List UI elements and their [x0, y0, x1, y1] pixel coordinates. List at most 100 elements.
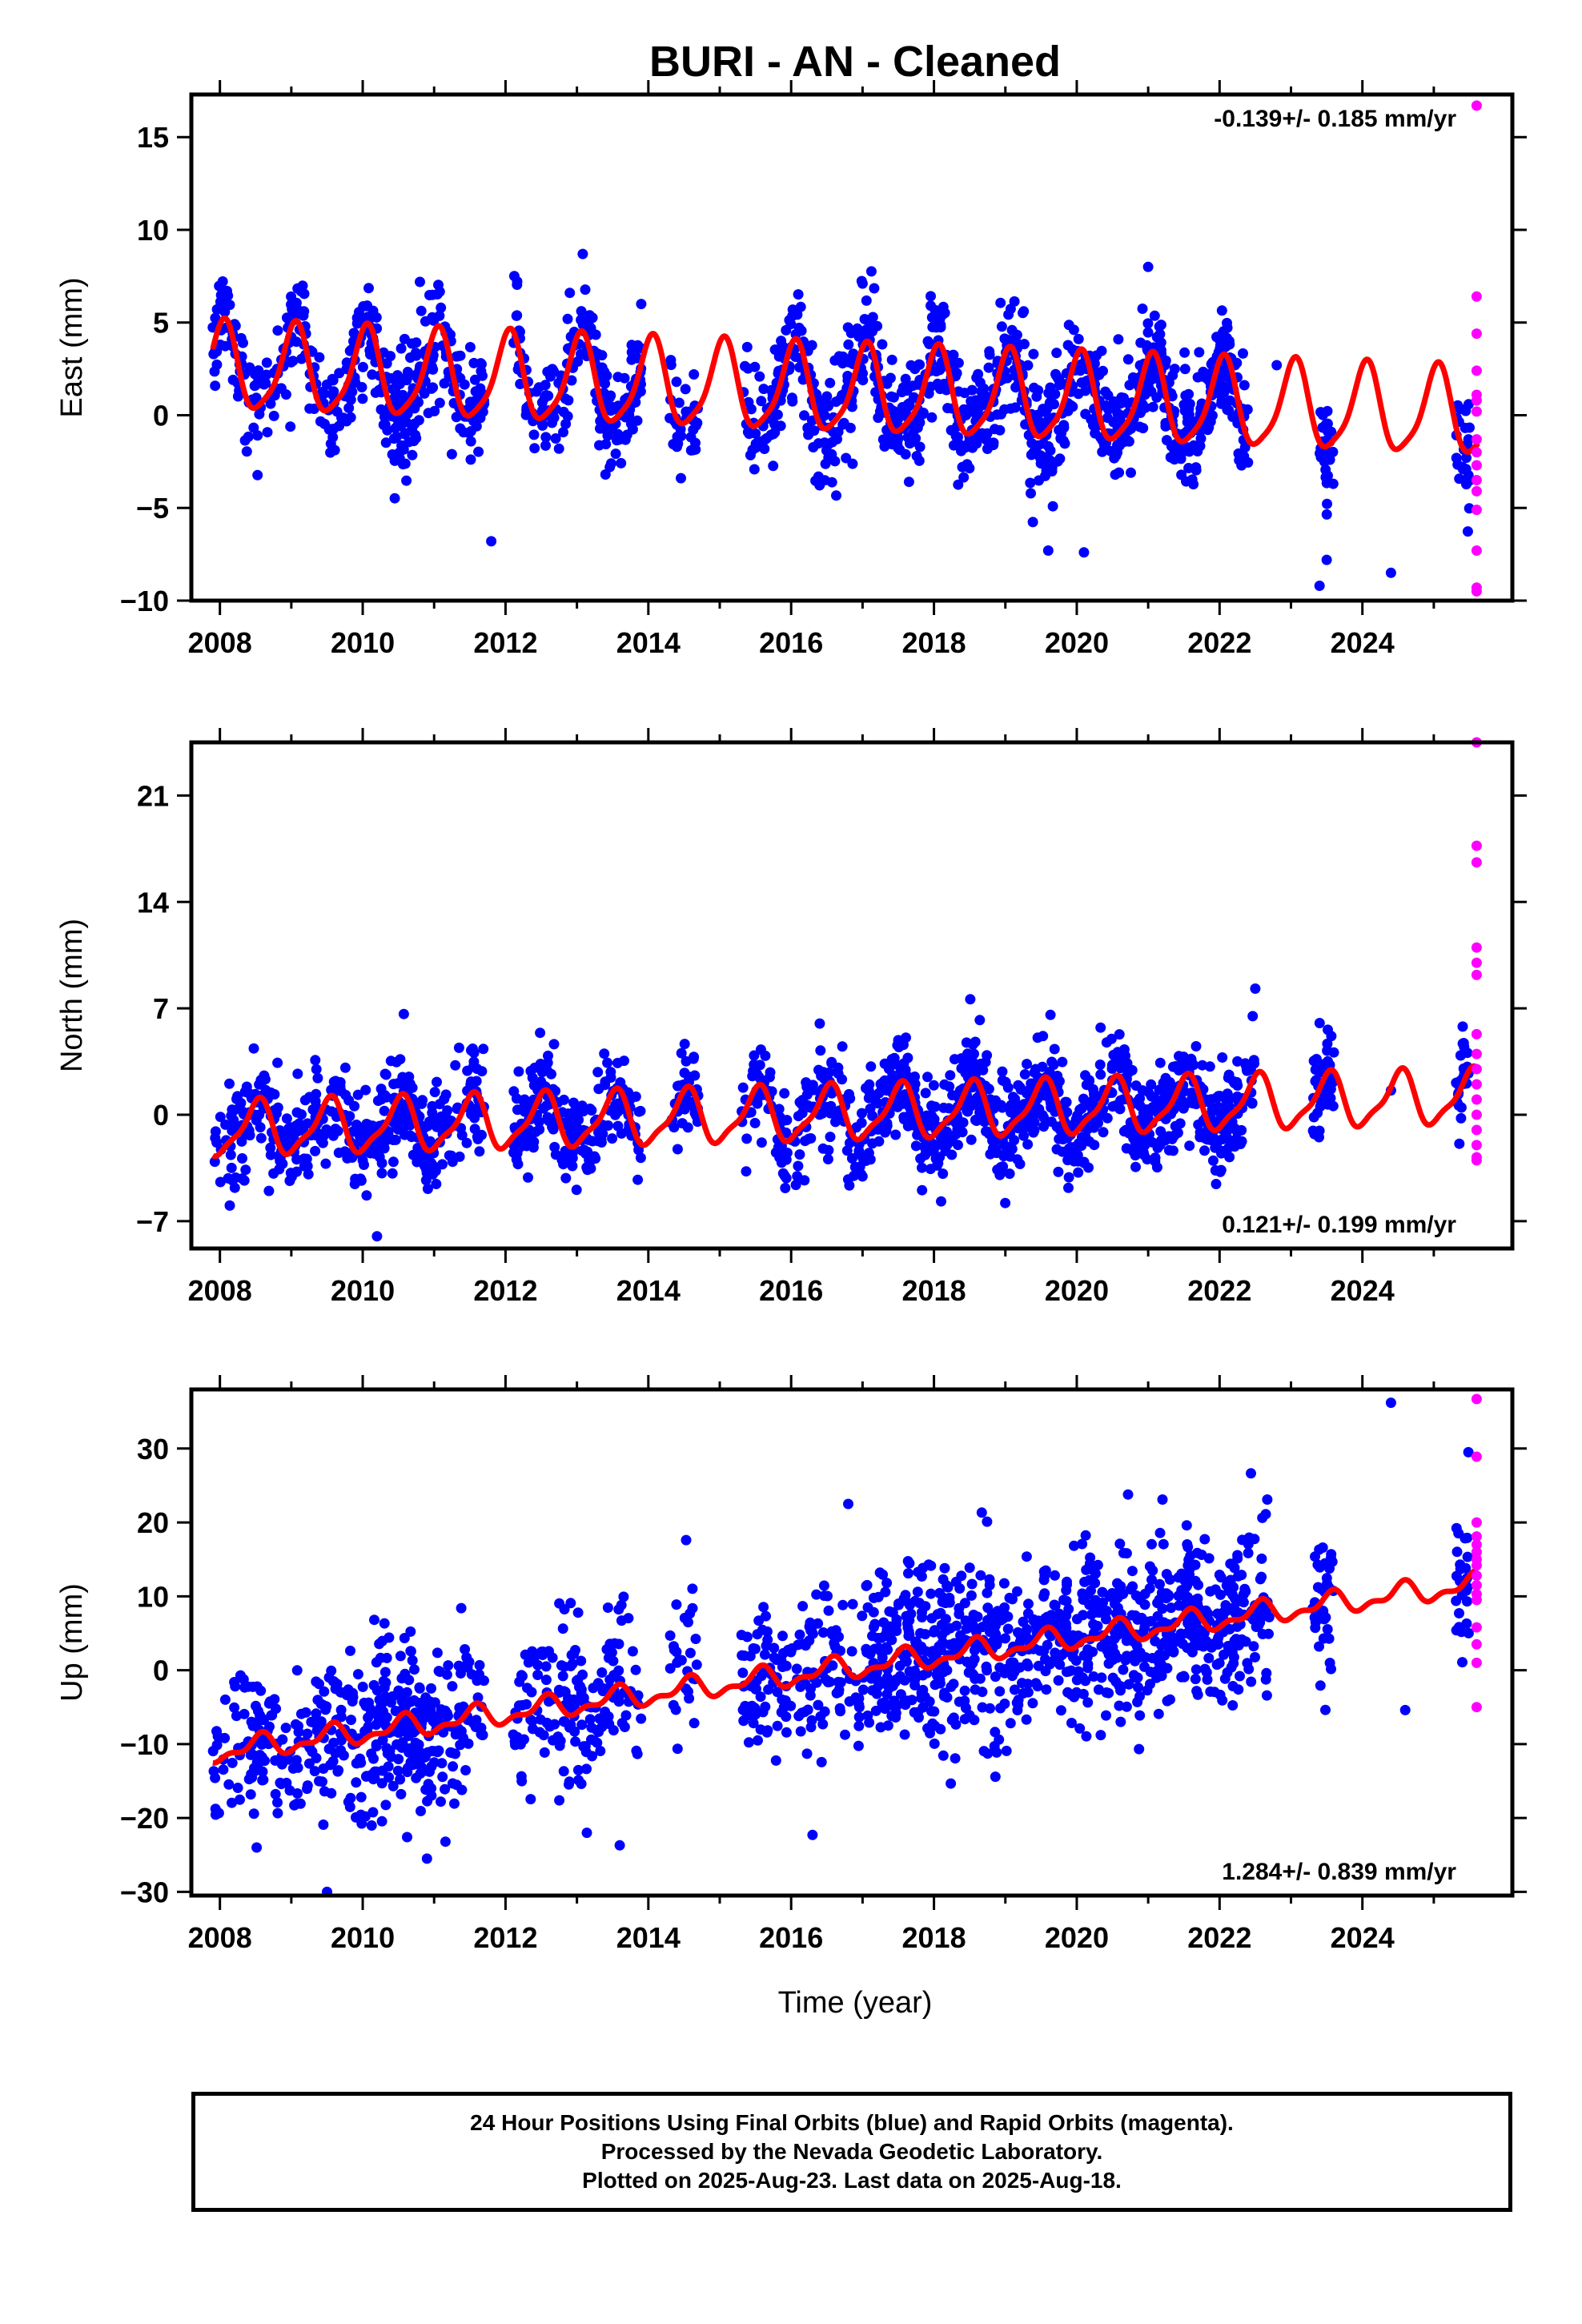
up-final-point — [1142, 1616, 1154, 1627]
north-final-point — [1037, 1061, 1048, 1072]
east-final-point — [742, 427, 753, 437]
north-final-point — [873, 1098, 883, 1109]
north-final-point — [272, 1057, 283, 1068]
up-final-point — [945, 1622, 956, 1634]
north-final-point — [830, 1116, 841, 1128]
east-final-point — [245, 364, 256, 376]
up-final-point — [968, 1611, 979, 1622]
east-final-point — [210, 312, 221, 324]
up-final-point — [631, 1745, 642, 1756]
north-final-point — [417, 1095, 428, 1106]
up-final-point — [1310, 1551, 1320, 1562]
east-final-point — [1463, 434, 1474, 445]
north-final-point — [676, 1047, 687, 1059]
east-final-point — [995, 408, 1006, 420]
east-final-point — [558, 427, 568, 438]
north-final-point — [387, 1168, 398, 1179]
east-final-point — [938, 301, 949, 312]
up-final-point — [1260, 1674, 1271, 1685]
east-final-point — [304, 403, 315, 414]
north-final-point — [965, 994, 976, 1005]
north-final-point — [1032, 1032, 1043, 1043]
east-final-point — [1142, 327, 1154, 338]
up-final-point — [1009, 1684, 1020, 1695]
east-final-point — [577, 248, 588, 259]
up-final-point — [1184, 1563, 1195, 1574]
east-rapid-point — [1471, 485, 1482, 497]
east-final-point — [1233, 448, 1244, 459]
east-final-point — [665, 355, 677, 366]
north-final-point — [842, 1174, 853, 1185]
north-final-point — [404, 1072, 415, 1083]
up-final-point — [380, 1677, 391, 1688]
up-final-point — [407, 1655, 418, 1666]
north-final-point — [286, 1172, 297, 1182]
up-final-point — [990, 1671, 1001, 1683]
east-final-point — [531, 386, 542, 397]
up-final-point — [1177, 1638, 1188, 1650]
up-final-point — [231, 1711, 242, 1722]
up-final-point — [1086, 1585, 1096, 1596]
east-final-point — [689, 369, 700, 380]
north-final-point — [589, 1151, 600, 1162]
north-final-point — [1029, 1125, 1040, 1136]
north-final-point — [873, 1136, 885, 1147]
east-final-point — [253, 373, 264, 384]
up-final-point — [553, 1684, 564, 1695]
east-final-point — [1239, 380, 1250, 391]
up-final-point — [1021, 1551, 1032, 1562]
east-final-point — [1126, 467, 1136, 478]
up-final-point — [1109, 1626, 1120, 1638]
up-final-point — [916, 1692, 927, 1703]
north-final-point — [592, 1136, 603, 1147]
east-final-point — [1322, 498, 1332, 509]
up-final-point — [761, 1626, 773, 1637]
north-final-point — [567, 1152, 578, 1164]
up-final-point — [1314, 1641, 1324, 1652]
north-final-point — [865, 1061, 877, 1072]
up-final-point — [794, 1629, 805, 1640]
figure-title: BURI - AN - Cleaned — [649, 38, 1061, 86]
north-final-point — [567, 1160, 578, 1172]
north-final-point — [226, 1110, 237, 1121]
up-final-point — [335, 1735, 347, 1746]
east-final-point — [872, 320, 883, 332]
north-final-point — [974, 1015, 986, 1026]
north-final-point — [599, 1048, 610, 1059]
up-final-point — [219, 1694, 231, 1705]
east-final-point — [215, 340, 226, 350]
east-final-point — [508, 271, 520, 282]
up-final-point — [1062, 1576, 1072, 1587]
north-final-point — [749, 1050, 760, 1061]
east-final-point — [315, 416, 326, 427]
up-final-point — [1066, 1718, 1077, 1728]
east-final-point — [747, 444, 758, 456]
up-final-point — [246, 1716, 257, 1727]
up-final-point — [227, 1757, 238, 1768]
up-final-point — [1196, 1550, 1207, 1560]
up-final-point — [272, 1807, 283, 1819]
east-final-point — [865, 266, 877, 277]
north-final-point — [1208, 1132, 1219, 1143]
north-final-point — [215, 1112, 226, 1123]
north-final-point — [893, 1042, 905, 1052]
up-final-point — [1461, 1596, 1472, 1607]
up-final-point — [306, 1716, 317, 1727]
up-final-point — [371, 1685, 383, 1696]
north-final-point — [281, 1113, 292, 1124]
north-final-point — [224, 1200, 235, 1211]
up-final-point — [1195, 1625, 1206, 1636]
up-final-point — [1260, 1509, 1271, 1520]
up-final-point — [402, 1831, 412, 1843]
up-final-point — [861, 1643, 872, 1655]
up-final-point — [954, 1609, 965, 1619]
up-final-point — [1125, 1584, 1136, 1595]
east-final-point — [1142, 318, 1154, 329]
up-final-point — [929, 1738, 940, 1749]
north-final-point — [1048, 1059, 1059, 1070]
north-final-point — [828, 1108, 839, 1119]
north-final-point — [361, 1190, 372, 1201]
north-final-point — [1223, 1069, 1235, 1080]
east-final-point — [610, 448, 621, 460]
up-final-point — [526, 1687, 537, 1698]
